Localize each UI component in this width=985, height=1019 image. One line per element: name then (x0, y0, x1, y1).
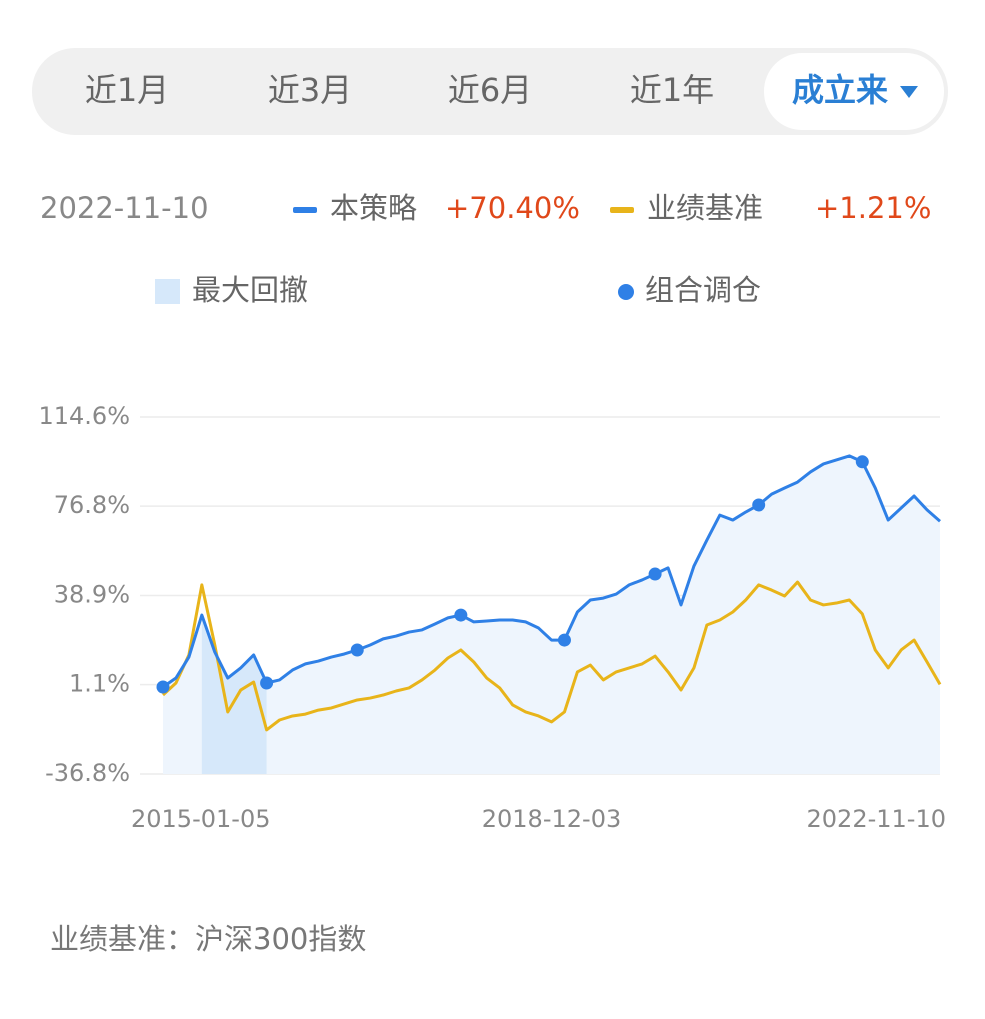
legend: 本策略 +70.40% 业绩基准 +1.21% 最大回撤 组合调仓 (155, 191, 931, 307)
tab-bar (32, 48, 948, 135)
legend-swatch (610, 207, 634, 213)
rebalance-dot (752, 498, 766, 512)
legend-label: 组合调仓 (645, 273, 761, 307)
rebalance-dot (855, 455, 869, 469)
x-tick-label: 2015-01-05 (131, 805, 270, 833)
rebalance-dot (648, 567, 662, 581)
legend-swatch (618, 284, 634, 300)
legend-label: 本策略 (330, 191, 417, 225)
date: 2022-11-10 (40, 191, 209, 225)
legend-return: +1.21% (815, 191, 931, 225)
rebalance-dot (156, 680, 170, 694)
tab[interactable]: 近6月 (448, 71, 532, 109)
rebalance-dot (260, 676, 274, 690)
tab[interactable]: 近1年 (630, 71, 714, 109)
y-tick-label: 38.9% (54, 581, 130, 609)
series-line (162, 454, 941, 689)
y-tick-label: 114.6% (38, 402, 130, 430)
rebalance-dot (557, 633, 571, 647)
area (163, 455, 940, 774)
tab[interactable]: 近3月 (268, 71, 352, 109)
selected-tab-bg (764, 53, 944, 130)
y-tick-label: 1.1% (69, 670, 130, 698)
legend-return: +70.40% (445, 191, 580, 225)
drawdown-area (201, 615, 267, 774)
series-line (161, 580, 942, 732)
dropdown-icon[interactable] (900, 86, 918, 98)
rebalance-dot (350, 643, 364, 657)
legend-swatch (293, 207, 317, 213)
legend-swatch (155, 279, 180, 304)
tab[interactable]: 成立来 (792, 71, 888, 109)
chart: -36.8% 1.1% 38.9% 76.8% 114.6% 2015-01-05 2018… (38, 402, 946, 833)
footer: 业绩基准：沪深300指数 (50, 922, 366, 956)
x-tick-label: 2018-12-03 (482, 805, 621, 833)
tab[interactable]: 近1月 (85, 71, 169, 109)
legend-label: 最大回撤 (192, 273, 308, 307)
y-tick-label: 76.8% (54, 491, 130, 519)
rebalance-dot (454, 608, 468, 622)
legend-label: 业绩基准 (647, 191, 763, 225)
y-tick-label: -36.8% (45, 759, 130, 787)
x-tick-label: 2022-11-10 (807, 805, 946, 833)
